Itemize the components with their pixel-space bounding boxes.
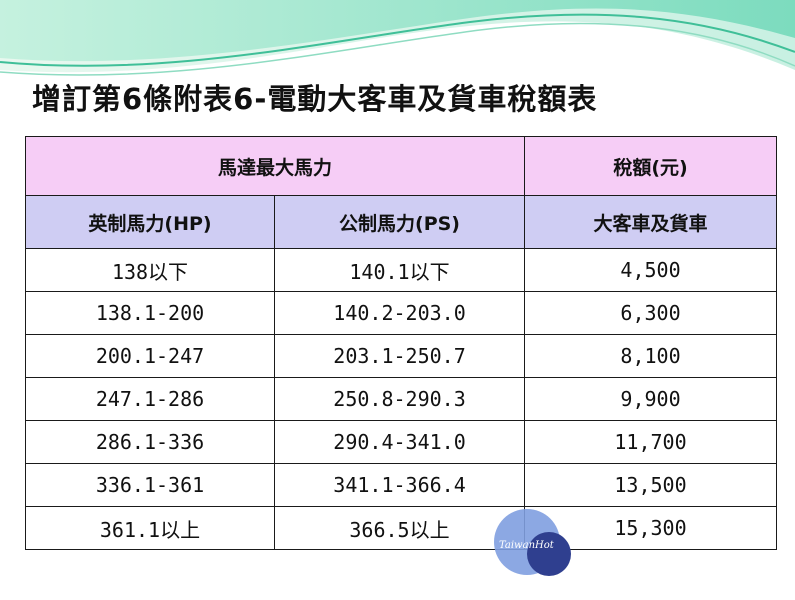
tax-cell: 8,100 <box>524 334 778 378</box>
tax-cell: 4,500 <box>524 248 778 292</box>
hp-cell: 138.1-200 <box>25 291 275 335</box>
tax-cell: 13,500 <box>524 463 778 507</box>
watermark-logo-text: TaiwanHot <box>499 540 555 551</box>
hp-cell: 361.1以上 <box>25 506 275 550</box>
hp-cell: 138以下 <box>25 248 275 292</box>
tax-amount-header: 稅額(元) <box>524 136 778 196</box>
ps-cell: 203.1-250.7 <box>273 334 526 378</box>
table-row: 247.1-286 250.8-290.3 9,900 <box>25 377 778 421</box>
decorative-wave-banner <box>0 0 795 76</box>
table-row: 138.1-200 140.2-203.0 6,300 <box>25 291 778 335</box>
watermark-logo: TaiwanHot <box>494 509 571 576</box>
imperial-hp-header: 英制馬力(HP) <box>25 195 275 249</box>
tax-cell: 9,900 <box>524 377 778 421</box>
group-header-row: 馬達最大馬力 稅額(元) <box>24 136 778 196</box>
tax-cell: 6,300 <box>524 291 778 335</box>
bus-truck-header: 大客車及貨車 <box>524 195 778 249</box>
hp-cell: 336.1-361 <box>25 463 275 507</box>
table-row: 200.1-247 203.1-250.7 8,100 <box>25 334 778 378</box>
ps-cell: 250.8-290.3 <box>273 377 526 421</box>
tax-table: 馬達最大馬力 稅額(元) 英制馬力(HP) 公制馬力(PS) 大客車及貨車 13… <box>24 136 778 550</box>
table-row: 336.1-361 341.1-366.4 13,500 <box>25 463 778 507</box>
slide-title: 增訂第6條附表6-電動大客車及貨車稅額表 <box>32 82 598 116</box>
tax-cell: 11,700 <box>524 420 778 464</box>
ps-cell: 290.4-341.0 <box>273 420 526 464</box>
hp-cell: 200.1-247 <box>25 334 275 378</box>
ps-cell: 140.2-203.0 <box>273 291 526 335</box>
ps-cell: 366.5以上 <box>273 506 526 550</box>
hp-cell: 286.1-336 <box>25 420 275 464</box>
table-row: 361.1以上 366.5以上 15,300 <box>25 506 778 550</box>
hp-cell: 247.1-286 <box>25 377 275 421</box>
metric-ps-header: 公制馬力(PS) <box>273 195 526 249</box>
ps-cell: 341.1-366.4 <box>273 463 526 507</box>
motor-max-power-header: 馬達最大馬力 <box>24 136 526 196</box>
table-row: 286.1-336 290.4-341.0 11,700 <box>25 420 778 464</box>
ps-cell: 140.1以下 <box>273 248 526 292</box>
column-header-row: 英制馬力(HP) 公制馬力(PS) 大客車及貨車 <box>25 195 778 249</box>
table-row: 138以下 140.1以下 4,500 <box>25 248 778 292</box>
